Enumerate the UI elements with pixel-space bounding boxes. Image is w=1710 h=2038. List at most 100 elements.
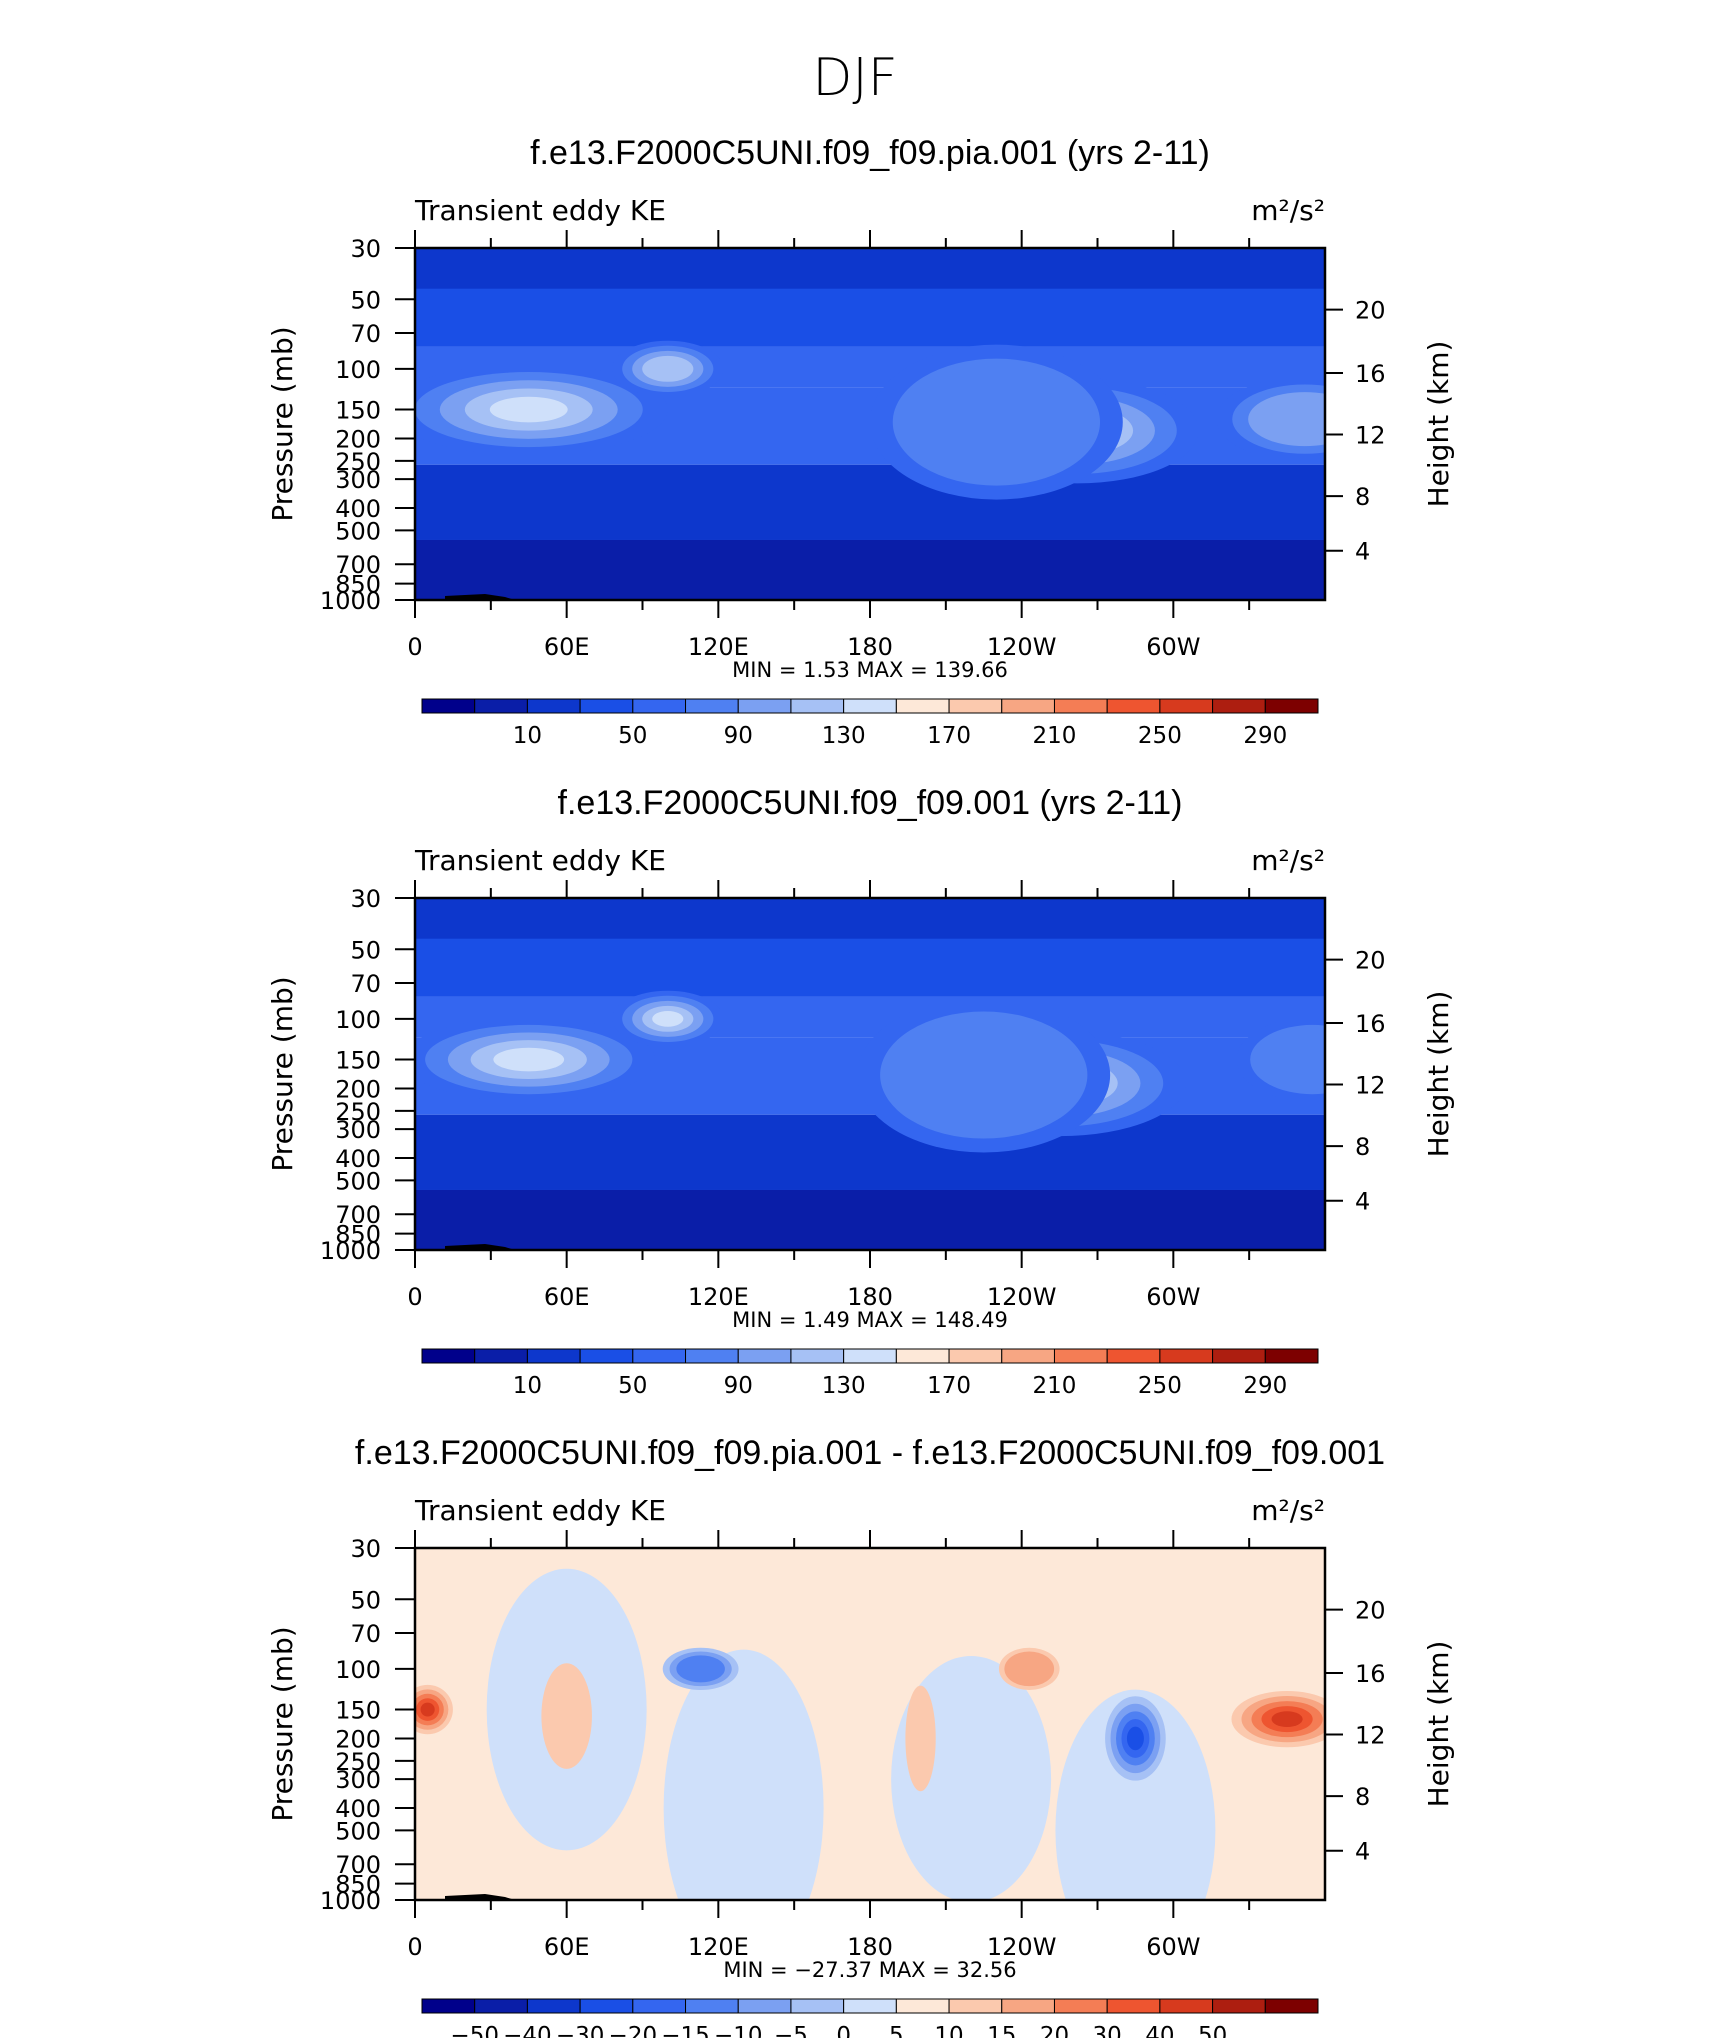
y-tick-label: 1000 [320, 587, 381, 615]
y-tick-label: 70 [350, 1620, 381, 1648]
contour-level [892, 358, 1101, 486]
x-tick-label: 120E [688, 1283, 749, 1311]
colorbar-swatch [737, 698, 792, 714]
y-tick-label: 700 [335, 551, 381, 579]
colorbar-swatch [948, 1998, 1003, 2014]
x-tick-label: 60W [1146, 633, 1200, 661]
colorbar-swatch [1053, 1998, 1108, 2014]
colorbar-swatch [579, 1348, 634, 1364]
colorbar-label: 50 [1198, 2023, 1227, 2038]
contour-level [652, 1010, 684, 1027]
contour-band [415, 898, 1325, 939]
colorbar-label: 170 [927, 723, 971, 749]
x-tick-label: 0 [407, 1933, 422, 1961]
y-axis-label: Pressure (mb) [266, 1626, 299, 1821]
contour-level [1271, 1711, 1303, 1728]
y-tick-label: 150 [335, 1047, 381, 1075]
x-tick-label: 120E [688, 1933, 749, 1961]
y-tick-label: 200 [335, 1725, 381, 1753]
colorbar-swatch [790, 698, 845, 714]
colorbar-label: 10 [513, 1373, 542, 1399]
contour-level [1250, 1024, 1325, 1095]
colorbar-label: 30 [1093, 2023, 1122, 2038]
y-tick-label: 50 [350, 286, 381, 314]
colorbar-swatch [632, 698, 687, 714]
colorbar-label: 0 [836, 2023, 851, 2038]
colorbar-swatch [526, 1998, 581, 2014]
y-tick-label: 250 [335, 448, 381, 476]
y-right-axis-label: Height (km) [1422, 1641, 1455, 1808]
colorbar-swatch [526, 698, 581, 714]
y-tick-label: 100 [335, 356, 381, 384]
x-tick-label: 120W [987, 1283, 1057, 1311]
y-tick-label: 300 [335, 1766, 381, 1794]
colorbar-swatch [579, 698, 634, 714]
y-tick-label: 150 [335, 1697, 381, 1725]
contour-level [642, 355, 694, 382]
colorbar-swatch [421, 1348, 476, 1364]
figure-title: DJF [812, 48, 897, 108]
x-tick-label: 120W [987, 633, 1057, 661]
colorbar-swatch [737, 1348, 792, 1364]
colorbar-swatch [474, 1998, 528, 2014]
colorbar-label: 250 [1138, 1373, 1182, 1399]
y-tick-label: 300 [335, 466, 381, 494]
units-label: m²/s² [1251, 194, 1325, 227]
y-tick-label: 700 [335, 1851, 381, 1879]
y-tick-label: 400 [335, 1145, 381, 1173]
colorbar-swatch [685, 698, 739, 714]
colorbar-label: −10 [714, 2023, 763, 2038]
colorbar-swatch [1106, 698, 1161, 714]
contour-field [415, 1548, 1325, 1900]
contour-level [541, 1663, 592, 1769]
colorbar-label: 40 [1145, 2023, 1174, 2038]
topography [445, 594, 515, 600]
y-right-tick-label: 4 [1355, 1188, 1370, 1216]
colorbar-label: 290 [1243, 1373, 1287, 1399]
y-right-tick-label: 8 [1355, 483, 1370, 511]
y-right-tick-label: 20 [1355, 1597, 1386, 1625]
colorbar-swatch [790, 1998, 845, 2014]
colorbar-swatch [1264, 1998, 1319, 2014]
y-tick-label: 30 [350, 235, 381, 263]
x-tick-label: 120W [987, 1933, 1057, 1961]
chart-panel-3: f.e13.F2000C5UNI.f09_f09.pia.001 - f.e13… [266, 1434, 1455, 2038]
colorbar-label: −30 [556, 2023, 605, 2038]
chart-panel-1: f.e13.F2000C5UNI.f09_f09.pia.001 (yrs 2-… [266, 134, 1455, 749]
contour-level [1004, 1651, 1055, 1687]
y-right-tick-label: 16 [1355, 360, 1386, 388]
contour-band [415, 1189, 1325, 1250]
colorbar-swatch [421, 698, 476, 714]
colorbar-label: 10 [934, 2023, 963, 2038]
colorbar-swatch [1053, 1348, 1108, 1364]
contour-level [420, 1702, 435, 1717]
colorbar-label: −5 [774, 2023, 808, 2038]
x-tick-label: 0 [407, 1283, 422, 1311]
colorbar-swatch [1159, 1998, 1214, 2014]
contour-band [663, 1649, 824, 1900]
y-right-tick-label: 4 [1355, 1838, 1370, 1866]
contour-level [489, 396, 568, 423]
colorbar-swatch [1001, 1348, 1055, 1364]
colorbar-swatch [632, 1348, 687, 1364]
y-tick-label: 200 [335, 1075, 381, 1103]
colorbar-swatch [895, 698, 950, 714]
topography [445, 1244, 515, 1250]
y-right-tick-label: 16 [1355, 1660, 1386, 1688]
y-right-tick-label: 4 [1355, 538, 1370, 566]
y-tick-label: 150 [335, 397, 381, 425]
colorbar-swatch [632, 1998, 687, 2014]
contour-field [415, 248, 1325, 600]
y-tick-label: 50 [350, 936, 381, 964]
y-tick-label: 500 [335, 1817, 381, 1845]
colorbar-swatch [474, 698, 528, 714]
contour-band [415, 1114, 1325, 1190]
x-tick-label: 0 [407, 633, 422, 661]
y-tick-label: 200 [335, 425, 381, 453]
y-tick-label: 250 [335, 1098, 381, 1126]
variable-label: Transient eddy KE [414, 844, 666, 877]
x-tick-label: 60E [544, 1933, 590, 1961]
colorbar-swatch [421, 1998, 476, 2014]
x-tick-label: 60E [544, 633, 590, 661]
colorbar-label: −20 [609, 2023, 658, 2038]
